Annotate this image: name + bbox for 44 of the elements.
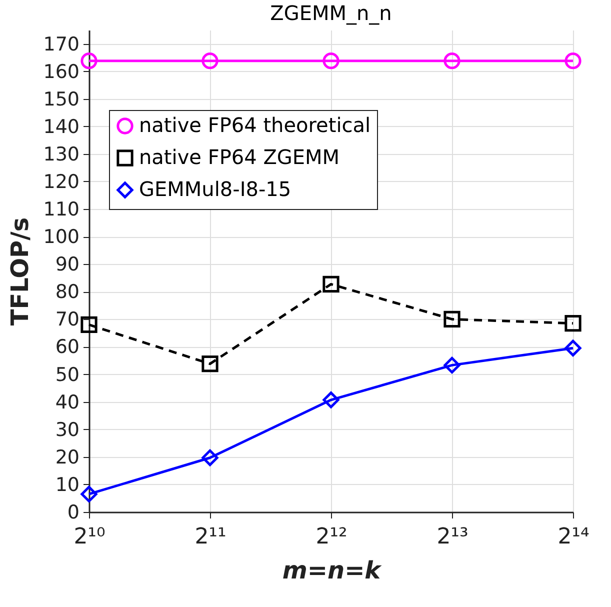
- y-tick-label: 160: [43, 60, 80, 83]
- y-tick-label: 70: [55, 308, 80, 331]
- x-tick-label: 2¹³: [436, 524, 468, 550]
- point: [564, 315, 582, 332]
- y-tick-label: 20: [55, 446, 80, 468]
- y-tick-label: 0: [67, 502, 80, 524]
- point: [564, 52, 582, 70]
- y-tick-label: 40: [55, 391, 80, 414]
- point: [80, 486, 98, 502]
- x-tick-label: 2¹⁰: [74, 524, 106, 550]
- x-tick-label: 2¹⁴: [558, 524, 590, 550]
- point: [444, 310, 460, 328]
- legend-label: native FP64 ZGEMM: [139, 145, 340, 169]
- y-tick-label: 50: [55, 364, 80, 386]
- point: [322, 392, 340, 408]
- y-tick-label: 110: [43, 198, 80, 221]
- y-tick-label: 120: [43, 170, 80, 193]
- point: [80, 316, 98, 334]
- y-tick-label: 90: [55, 254, 80, 276]
- point: [322, 276, 340, 293]
- x-axis-title: m=n=k: [282, 556, 383, 584]
- y-tick-label: 170: [43, 33, 80, 56]
- y-tick-label: 60: [55, 336, 80, 358]
- y-tick-label: 30: [55, 418, 80, 441]
- point: [444, 52, 460, 70]
- y-tick-label: 130: [43, 143, 80, 166]
- y-tick-label: 140: [43, 116, 80, 138]
- x-tick-label: 2¹²: [316, 524, 348, 550]
- chart-title: ZGEMM_n_n: [270, 1, 392, 25]
- y-tick-label: 80: [55, 281, 80, 304]
- point: [444, 356, 460, 374]
- point: [322, 52, 340, 70]
- point: [80, 52, 98, 70]
- legend-label: native FP64 theoretical: [139, 113, 371, 137]
- y-tick-label: 100: [43, 226, 80, 248]
- point: [202, 449, 218, 466]
- y-axis-title: TFLOP/s: [6, 217, 34, 326]
- y-tick-label: 150: [43, 88, 80, 110]
- point: [202, 356, 218, 372]
- legend-label: GEMMul8-I8-15: [139, 177, 292, 201]
- x-tick-label: 2¹¹: [194, 524, 226, 550]
- y-tick-label: 10: [55, 474, 80, 496]
- point: [564, 340, 582, 356]
- point: [202, 52, 218, 70]
